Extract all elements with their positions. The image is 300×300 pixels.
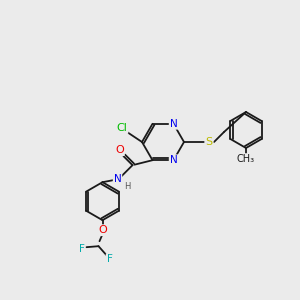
Text: N: N: [114, 174, 122, 184]
Text: CH₃: CH₃: [237, 154, 255, 164]
Text: F: F: [106, 254, 112, 264]
Text: Cl: Cl: [117, 123, 128, 133]
Text: F: F: [79, 244, 84, 254]
Text: N: N: [169, 155, 177, 165]
Text: O: O: [98, 225, 107, 235]
Text: H: H: [124, 182, 131, 191]
Text: S: S: [206, 137, 213, 147]
Text: O: O: [115, 145, 124, 155]
Text: N: N: [169, 119, 177, 129]
